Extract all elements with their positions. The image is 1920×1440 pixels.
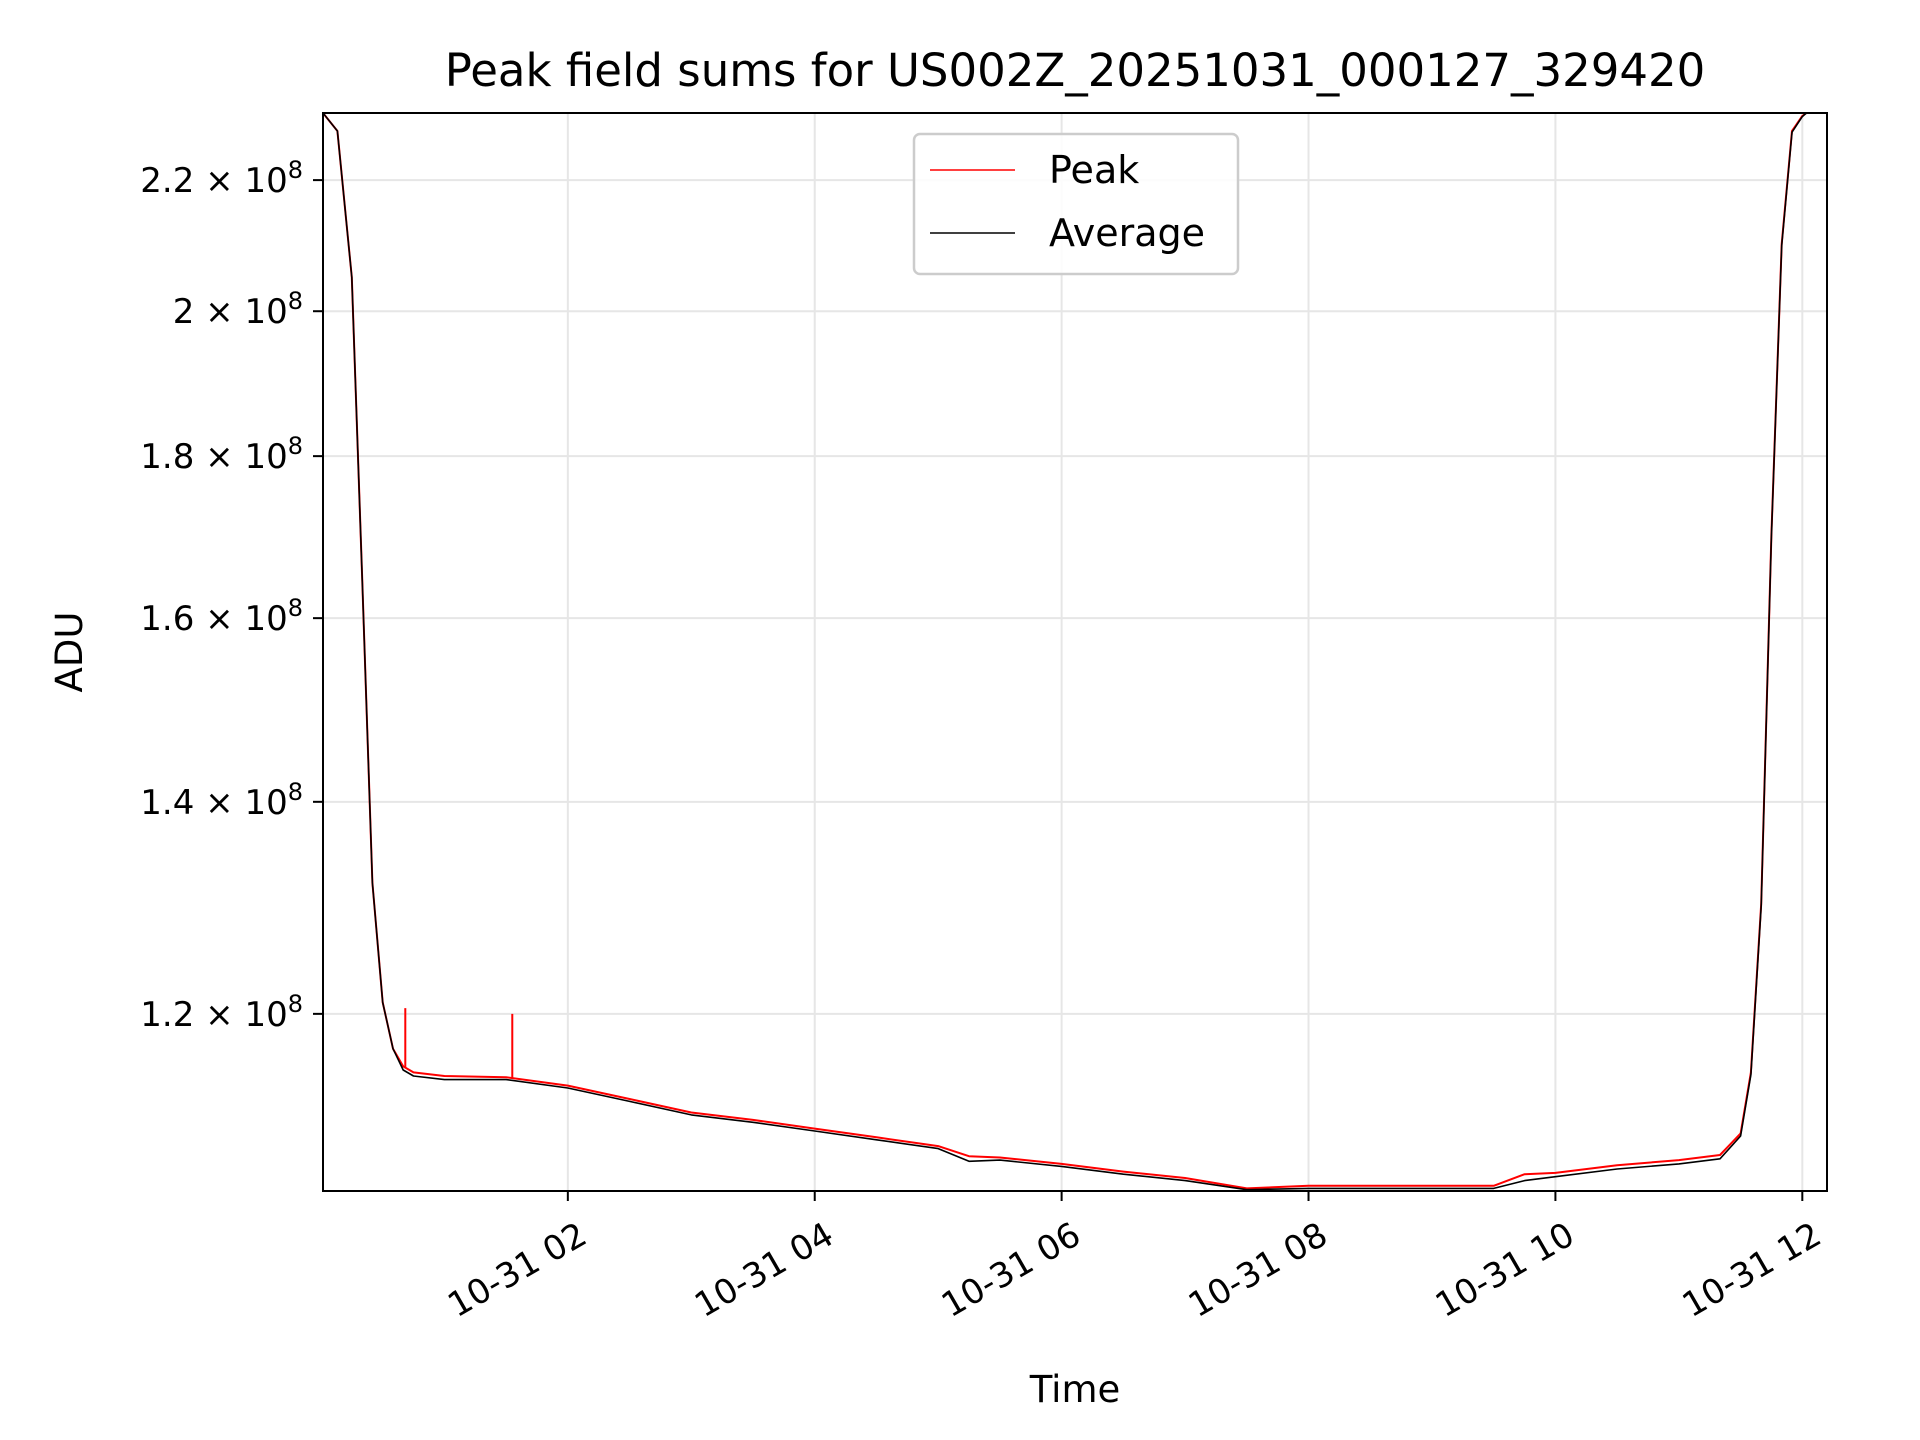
y-tick-mantissa: 1.4 bbox=[140, 783, 194, 823]
legend-label-peak: Peak bbox=[1049, 148, 1139, 192]
y-tick-mantissa: 2.2 bbox=[140, 161, 194, 201]
y-tick-label: 1.4 × 108 bbox=[140, 778, 303, 823]
y-tick-exponent: 8 bbox=[288, 594, 303, 622]
y-tick-times: × bbox=[194, 161, 244, 201]
y-tick-mantissa: 1.8 bbox=[140, 437, 194, 477]
y-tick-mantissa: 1.2 bbox=[140, 995, 194, 1035]
series-line-average bbox=[323, 113, 1807, 1191]
y-tick-mantissa: 1.6 bbox=[140, 599, 194, 639]
y-tick-base: 10 bbox=[244, 161, 287, 201]
grid-vertical bbox=[566, 113, 1804, 1191]
y-tick-times: × bbox=[194, 437, 244, 477]
x-axis-label: Time bbox=[1029, 1368, 1121, 1411]
legend-box bbox=[912, 132, 1240, 276]
chart-title: Peak field sums for US002Z_20251031_0001… bbox=[445, 44, 1706, 97]
y-tick-exponent: 8 bbox=[288, 990, 303, 1018]
y-tick-exponent: 8 bbox=[288, 156, 303, 184]
y-tick-label: 1.6 × 108 bbox=[140, 594, 303, 639]
y-tick-exponent: 8 bbox=[288, 287, 303, 315]
y-tick-exponent: 8 bbox=[288, 778, 303, 806]
y-tick-mantissa: 2 bbox=[173, 292, 195, 332]
y-tick-times: × bbox=[194, 292, 244, 332]
series-layer bbox=[323, 113, 1807, 1191]
y-tick-base: 10 bbox=[244, 599, 287, 639]
y-tick-label: 2.2 × 108 bbox=[140, 156, 303, 201]
y-tick-base: 10 bbox=[244, 292, 287, 332]
y-tick-label: 1.2 × 108 bbox=[140, 990, 303, 1035]
y-tick-base: 10 bbox=[244, 783, 287, 823]
y-tick-exponent: 8 bbox=[288, 432, 303, 460]
y-tick-times: × bbox=[194, 995, 244, 1035]
y-axis-label: ADU bbox=[48, 612, 91, 693]
y-tick-label: 1.8 × 108 bbox=[140, 432, 303, 477]
plot-frame bbox=[322, 112, 1828, 1192]
y-tick-times: × bbox=[194, 599, 244, 639]
legend-label-average: Average bbox=[1049, 211, 1205, 255]
y-tick-label: 2 × 108 bbox=[173, 287, 303, 332]
y-tick-base: 10 bbox=[244, 995, 287, 1035]
legend: Peak Average bbox=[912, 132, 1240, 276]
y-tick-times: × bbox=[194, 783, 244, 823]
grid-horizontal bbox=[323, 179, 1827, 1015]
y-tick-base: 10 bbox=[244, 437, 287, 477]
